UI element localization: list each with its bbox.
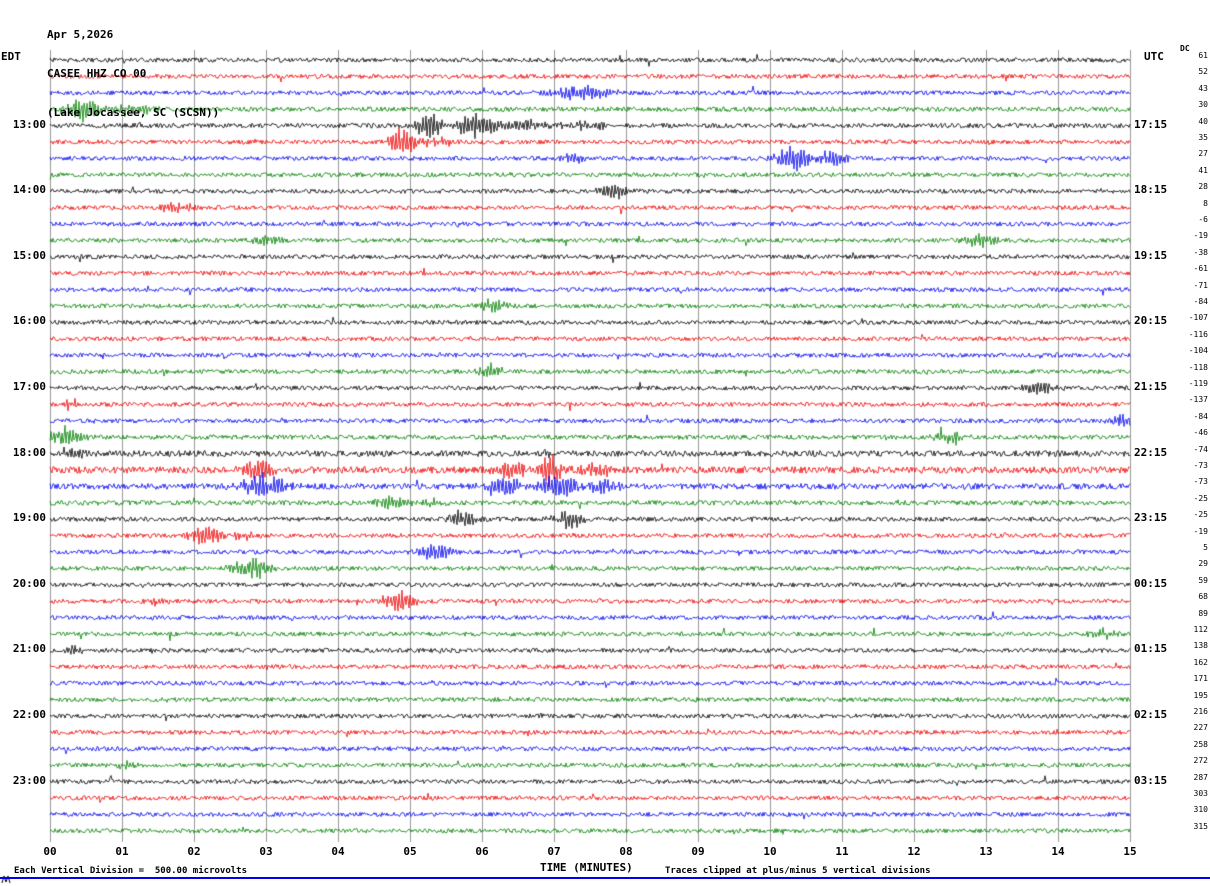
seismogram-canvas	[0, 0, 1210, 886]
